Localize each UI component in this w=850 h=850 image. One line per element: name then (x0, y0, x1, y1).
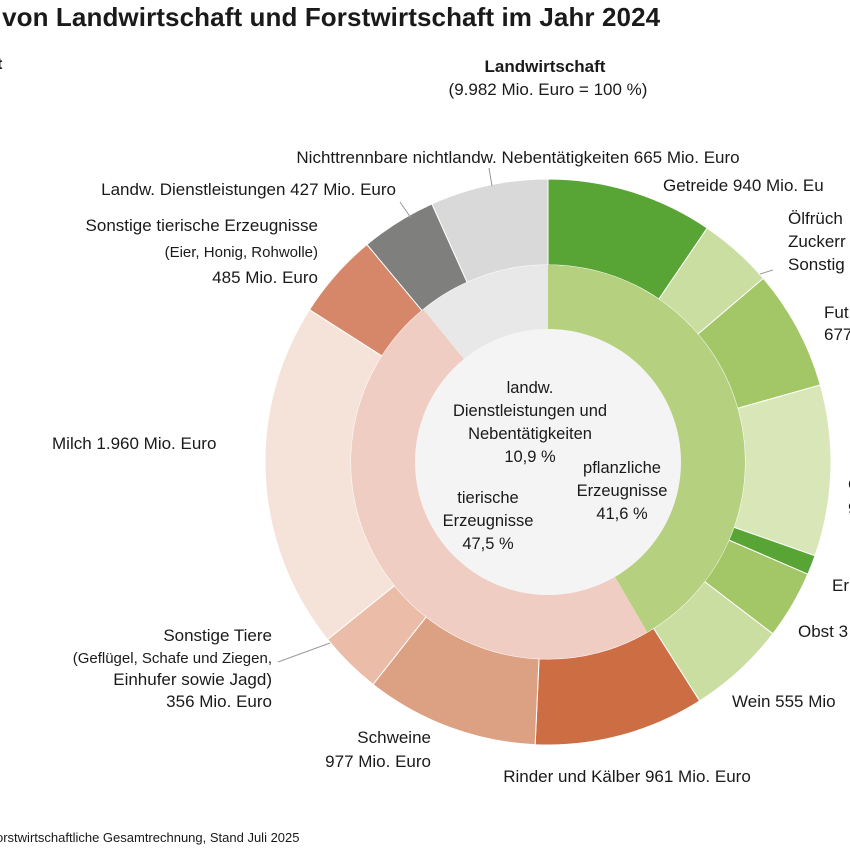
chart-subheading: (9.982 Mio. Euro = 100 %) (449, 80, 648, 99)
chart-center-hole (415, 329, 681, 595)
chart-labels: Getreide 940 Mio. Eu Ölfrüch Zuckerr Sonsti… (52, 148, 850, 786)
landw-dienstleistungen-label: Landw. Dienstleistungen 427 Mio. Euro (101, 180, 396, 199)
leader-line (488, 167, 493, 187)
outer-ring (264, 178, 832, 746)
sonstige-tiere-label: Sonstige Tiere (Geflügel, Schafe und Zieg… (73, 626, 272, 711)
getreide-label: Getreide 940 Mio. Eu (663, 176, 824, 195)
nichttrennbare-nichtlandw-nebentaetigkeiten-label: Nichttrennbare nichtlandw. Nebentätigkei… (296, 148, 739, 167)
left-panel-heading-fragment: t (0, 56, 2, 74)
erdbeeren-label: Er (832, 576, 849, 595)
center-pflanzliche-erzeugnisse-label: pflanzliche Erzeugnisse 41,6 % (577, 459, 668, 523)
rinder-und-kaelber-label: Rinder und Kälber 961 Mio. Euro (503, 767, 751, 786)
sonstige-tierische-erzeugnisse-label: Sonstige tierische Erzeugnisse (Eier, Hon… (86, 216, 318, 287)
leader-line (277, 642, 331, 663)
obst-label: Obst 3 (798, 622, 848, 641)
leader-line (399, 201, 412, 219)
outer-slice-gemuese (733, 384, 832, 557)
leader-lines (277, 167, 774, 663)
gemuese-label: G9 (848, 475, 850, 518)
leader-line (759, 269, 774, 275)
center-landw-dienstleistungen-und-nebentaetigkeiten-label: landw. Dienstleistungen und Nebentätigkeit… (453, 379, 607, 466)
milch-label: Milch 1.960 Mio. Euro (52, 434, 216, 453)
center-tierische-erzeugnisse-label: tierische Erzeugnisse 47,5 % (443, 489, 534, 553)
source-note: orstwirtschaftliche Gesamtrechnung, Stan… (0, 830, 300, 845)
futterpflanzen-label: Fut 677 (824, 303, 850, 344)
page-title: : von Landwirtschaft und Forstwirtschaft… (0, 2, 661, 32)
schweine-label: Schweine 977 Mio. Euro (325, 728, 431, 771)
oelfruechte-zuckerrueben-sonstige-label: Ölfrüch Zuckerr Sonstig (788, 209, 846, 274)
wein-label: Wein 555 Mio (732, 692, 836, 711)
chart-heading: Landwirtschaft (485, 57, 606, 76)
